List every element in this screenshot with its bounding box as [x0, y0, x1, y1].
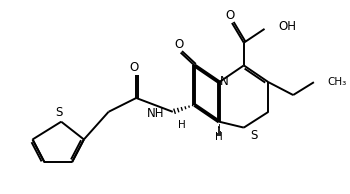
Text: O: O	[174, 38, 183, 51]
Text: S: S	[250, 129, 257, 142]
Text: H: H	[178, 120, 186, 130]
Text: N: N	[220, 75, 229, 88]
Text: NH: NH	[147, 107, 165, 120]
Text: OH: OH	[278, 20, 296, 33]
Text: O: O	[225, 9, 234, 22]
Text: O: O	[130, 61, 139, 74]
Text: CH₃: CH₃	[328, 77, 347, 87]
Text: H: H	[215, 133, 223, 142]
Text: S: S	[56, 106, 63, 119]
